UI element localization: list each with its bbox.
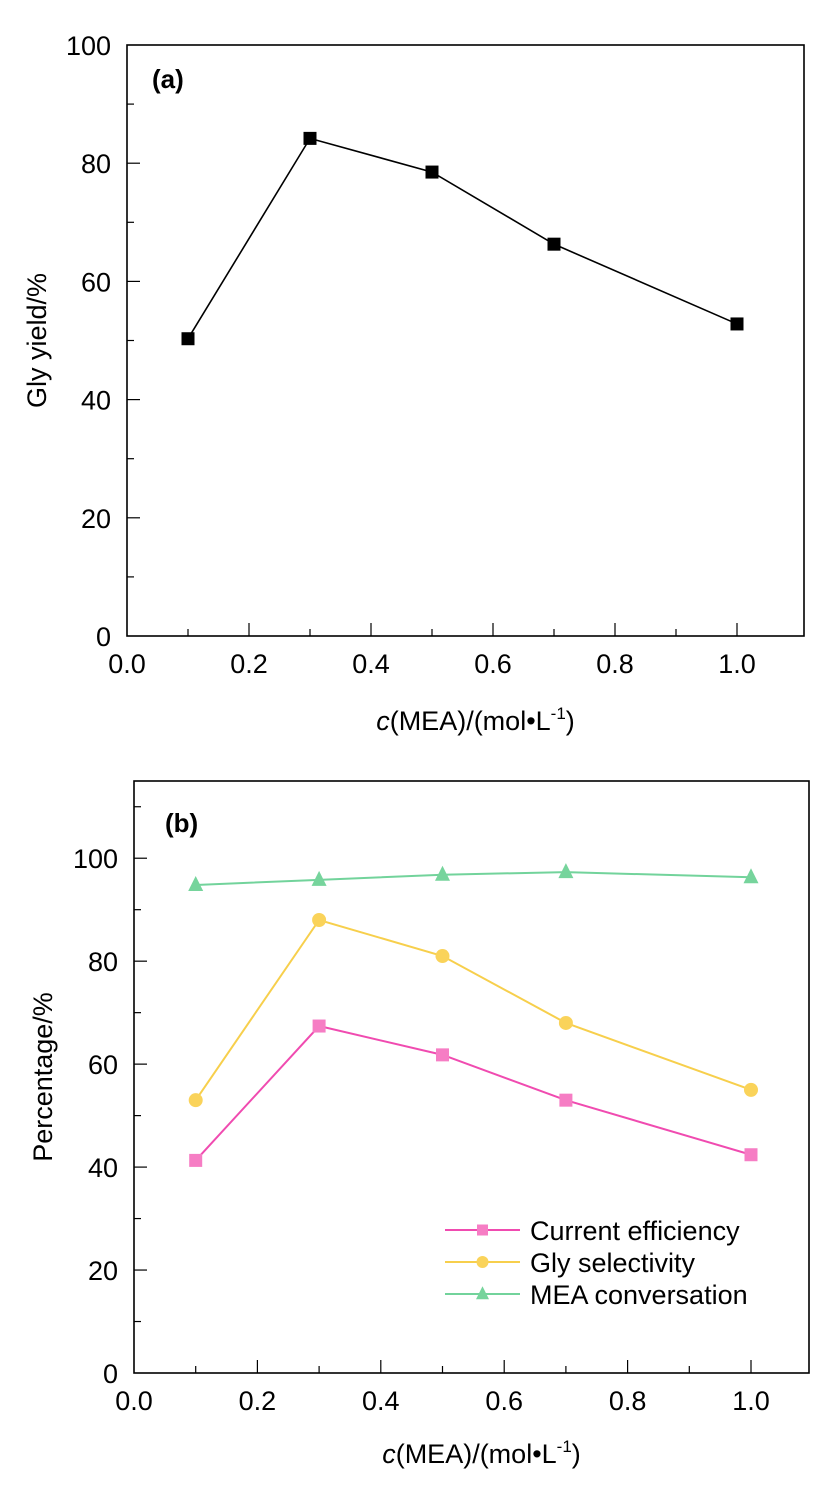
x-tick-label: 0.4 (362, 1386, 400, 1416)
series-line (195, 871, 752, 886)
x-axis-title-variable: c (382, 1439, 396, 1469)
x-axis-title-close: ) (566, 706, 575, 736)
square-marker (425, 165, 439, 179)
x-tick-label: 0.0 (115, 1386, 153, 1416)
series-gly-yield (181, 131, 744, 346)
x-tick-label: 1.0 (732, 1386, 770, 1416)
legend-label: Current efficiency (530, 1216, 740, 1246)
x-tick-label: 0.6 (485, 1386, 523, 1416)
circle-marker (744, 1082, 758, 1097)
circle-marker (558, 1015, 573, 1030)
x-axis-title-close: ) (572, 1439, 581, 1469)
x-axis-title: c(MEA)/(mol•L-1) (382, 1437, 581, 1469)
y-axis-title: Percentage/% (28, 992, 58, 1162)
y-tick-label: 20 (88, 1256, 118, 1286)
series-line (194, 1024, 752, 1162)
chart-a-gly-yield: 0.0 0.2 0.4 0.6 0.8 1.0 0 20 40 60 80 100 (a) Gly yie… (22, 31, 805, 736)
triangle-marker (435, 865, 450, 881)
x-tick-label: 1.0 (718, 649, 756, 679)
y-tick-label: 60 (88, 1050, 118, 1080)
x-axis-title-unit: (MEA)/(mol•L (396, 1439, 557, 1469)
legend-item: Gly selectivity (445, 1248, 696, 1278)
x-axis-title: c(MEA)/(mol•L-1) (376, 704, 575, 736)
x-tick-label: 0.8 (609, 1386, 647, 1416)
x-tick-label: 0.0 (108, 649, 146, 679)
triangle-marker (311, 870, 327, 886)
series-line (187, 137, 738, 340)
y-tick-label: 60 (81, 267, 111, 297)
square-marker (181, 332, 195, 346)
plot-frame (133, 780, 810, 1374)
y-tick-label: 100 (73, 844, 118, 874)
y-tick-label: 40 (88, 1153, 118, 1183)
x-axis-title-unit: (MEA)/(mol•L (390, 706, 551, 736)
legend-label: Gly selectivity (530, 1248, 696, 1278)
square-marker (730, 317, 744, 331)
square-marker (312, 1019, 326, 1033)
legend-item: MEA conversation (445, 1280, 748, 1310)
x-tick-label: 0.6 (474, 649, 512, 679)
x-tick-label: 0.4 (352, 649, 390, 679)
circle-marker (476, 1256, 489, 1268)
square-marker (436, 1048, 449, 1062)
chart-b-percentage: 0.0 0.2 0.4 0.6 0.8 1.0 0 20 40 60 80 100 (b) Percent… (28, 780, 810, 1469)
y-tick-label: 80 (88, 947, 118, 977)
y-tick-label: 20 (81, 504, 111, 534)
panel-label: (a) (152, 64, 184, 94)
series-gly-selectivity (188, 912, 758, 1108)
triangle-marker (743, 868, 759, 884)
y-tick-label: 80 (81, 149, 111, 179)
plot-frame (126, 44, 805, 637)
series-mea-conversation (188, 863, 759, 891)
series-current-efficiency (189, 1019, 758, 1167)
square-marker (547, 237, 561, 251)
legend-label: MEA conversation (530, 1280, 748, 1310)
square-marker (303, 131, 317, 145)
square-marker (559, 1093, 573, 1107)
square-marker (189, 1153, 203, 1167)
square-marker (477, 1224, 488, 1236)
circle-marker (435, 949, 450, 964)
x-axis-title-superscript: -1 (551, 704, 566, 723)
x-tick-label: 0.2 (230, 649, 268, 679)
circle-marker (188, 1093, 203, 1108)
triangle-marker (476, 1286, 489, 1300)
triangle-marker (188, 875, 204, 891)
circle-marker (312, 912, 327, 927)
legend-item: Current efficiency (445, 1216, 740, 1246)
y-tick-label: 0 (96, 622, 111, 652)
x-tick-label: 0.8 (596, 649, 634, 679)
series-line (194, 918, 752, 1101)
y-tick-label: 40 (81, 386, 111, 416)
triangle-marker (558, 863, 574, 879)
y-tick-label: 100 (66, 31, 111, 61)
y-tick-label: 0 (103, 1359, 118, 1389)
x-tick-label: 0.2 (239, 1386, 277, 1416)
square-marker (744, 1148, 758, 1162)
panel-label: (b) (165, 808, 198, 838)
y-axis-title: Gly yield/% (22, 273, 52, 408)
x-axis-title-variable: c (376, 706, 390, 736)
x-axis-title-superscript: -1 (557, 1437, 572, 1456)
